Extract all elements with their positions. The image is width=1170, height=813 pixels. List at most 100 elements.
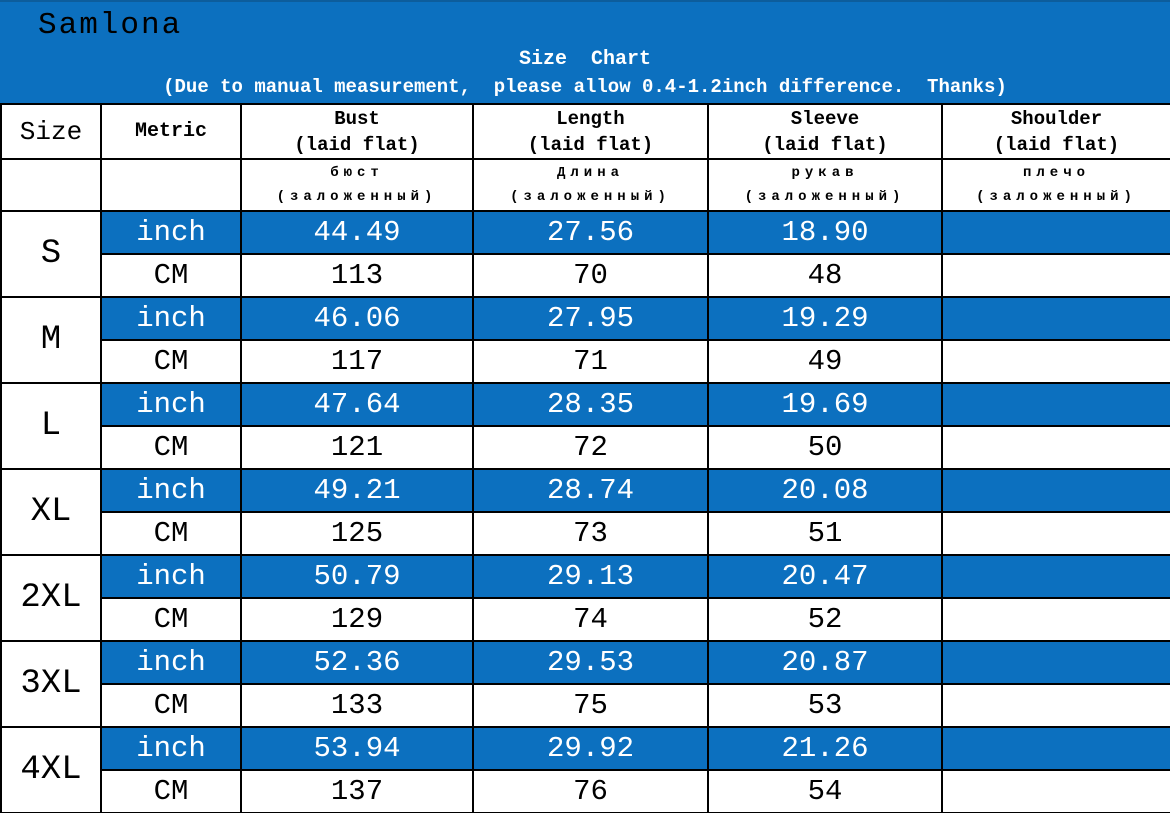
header-length-ru: Длина (заложенный) [472,158,709,212]
size-label: 4XL [0,726,102,813]
header-length: Length (laid flat) [472,103,709,160]
shoulder-value-cm [941,253,1170,298]
size-row-inch: XL inch 49.21 28.74 20.08 [0,468,1170,556]
unit-label-inch: inch [100,468,242,513]
sleeve-value-inch: 20.08 [707,468,943,513]
header-shoulder-ru-name: плечо [1022,165,1090,181]
shoulder-value-inch [941,296,1170,341]
sleeve-value-cm: 52 [707,597,943,642]
sleeve-value-inch: 18.90 [707,210,943,255]
size-row-cm: CM 121 72 50 [1,425,1170,470]
shoulder-value-inch [941,640,1170,685]
length-value-inch: 29.13 [472,554,709,599]
length-value-inch: 28.74 [472,468,709,513]
bust-value-inch: 46.06 [240,296,474,341]
shoulder-value-cm [941,597,1170,642]
unit-label-inch: inch [100,726,242,771]
bust-value-cm: 129 [240,597,474,642]
length-value-cm: 71 [472,339,709,384]
size-label: S [0,210,102,298]
bust-value-inch: 44.49 [240,210,474,255]
sleeve-value-cm: 49 [707,339,943,384]
size-row-cm: CM 137 76 54 [1,769,1170,813]
unit-label-cm: CM [100,769,242,813]
length-value-cm: 74 [472,597,709,642]
header-sleeve: Sleeve (laid flat) [707,103,943,160]
header-bust-sub: (laid flat) [294,133,420,156]
header-bust-ru-sub: (заложенный) [276,189,438,205]
bust-value-inch: 52.36 [240,640,474,685]
sleeve-value-inch: 19.69 [707,382,943,427]
sleeve-value-cm: 50 [707,425,943,470]
unit-label-inch: inch [100,640,242,685]
measurement-note: (Due to manual measurement, please allow… [163,76,1007,98]
header-sleeve-ru: рукав (заложенный) [707,158,943,212]
bust-value-inch: 50.79 [240,554,474,599]
bust-value-inch: 47.64 [240,382,474,427]
header-bust-ru: бюст (заложенный) [240,158,474,212]
length-value-cm: 70 [472,253,709,298]
header-shoulder-ru-sub: (заложенный) [976,189,1137,205]
size-label: 3XL [0,640,102,728]
header-bust-name: Bust [334,107,380,130]
header-size-ru-empty [0,158,102,212]
shoulder-value-cm [941,769,1170,813]
header-metric-ru-empty [100,158,242,212]
bust-value-inch: 49.21 [240,468,474,513]
header-metric: Metric [100,103,242,160]
length-value-inch: 29.92 [472,726,709,771]
banner: Samlona Size Chart (Due to manual measur… [0,0,1170,103]
bust-value-cm: 125 [240,511,474,556]
size-label: XL [0,468,102,556]
size-row-inch: 4XL inch 53.94 29.92 21.26 [0,726,1170,813]
header-sleeve-sub: (laid flat) [762,133,888,156]
header-length-ru-sub: (заложенный) [510,189,671,205]
size-label: M [0,296,102,384]
unit-label-cm: CM [100,339,242,384]
header-shoulder-sub: (laid flat) [993,133,1120,156]
unit-label-inch: inch [100,382,242,427]
sleeve-value-inch: 20.87 [707,640,943,685]
header-bust: Bust (laid flat) [240,103,474,160]
unit-label-inch: inch [100,296,242,341]
sleeve-value-inch: 19.29 [707,296,943,341]
length-value-inch: 29.53 [472,640,709,685]
brand-logo-text: Samlona [38,8,183,43]
bust-value-inch: 53.94 [240,726,474,771]
header-shoulder-ru: плечо (заложенный) [941,158,1170,212]
unit-label-cm: CM [100,253,242,298]
length-value-inch: 27.56 [472,210,709,255]
sleeve-value-inch: 21.26 [707,726,943,771]
header-length-ru-name: Длина [556,165,624,181]
length-value-cm: 72 [472,425,709,470]
shoulder-value-inch [941,554,1170,599]
length-value-inch: 28.35 [472,382,709,427]
header-shoulder: Shoulder (laid flat) [941,103,1170,160]
header-sleeve-ru-name: рукав [791,165,859,181]
length-value-cm: 76 [472,769,709,813]
header-length-sub: (laid flat) [527,133,654,156]
bust-value-cm: 133 [240,683,474,728]
size-row-inch: 2XL inch 50.79 29.13 20.47 [0,554,1170,642]
shoulder-value-cm [941,511,1170,556]
unit-label-cm: CM [100,597,242,642]
sleeve-value-cm: 54 [707,769,943,813]
bust-value-cm: 121 [240,425,474,470]
length-value-inch: 27.95 [472,296,709,341]
size-row-cm: CM 125 73 51 [1,511,1170,556]
size-row-cm: CM 133 75 53 [1,683,1170,728]
shoulder-value-inch [941,210,1170,255]
sleeve-value-inch: 20.47 [707,554,943,599]
size-label: L [0,382,102,470]
shoulder-value-cm [941,683,1170,728]
size-row-inch: 3XL inch 52.36 29.53 20.87 [0,640,1170,728]
shoulder-value-inch [941,726,1170,771]
unit-label-cm: CM [100,511,242,556]
header-bust-ru-name: бюст [330,165,384,181]
chart-title: Size Chart [518,48,652,71]
header-size: Size [0,103,102,160]
shoulder-value-cm [941,339,1170,384]
sleeve-value-cm: 48 [707,253,943,298]
